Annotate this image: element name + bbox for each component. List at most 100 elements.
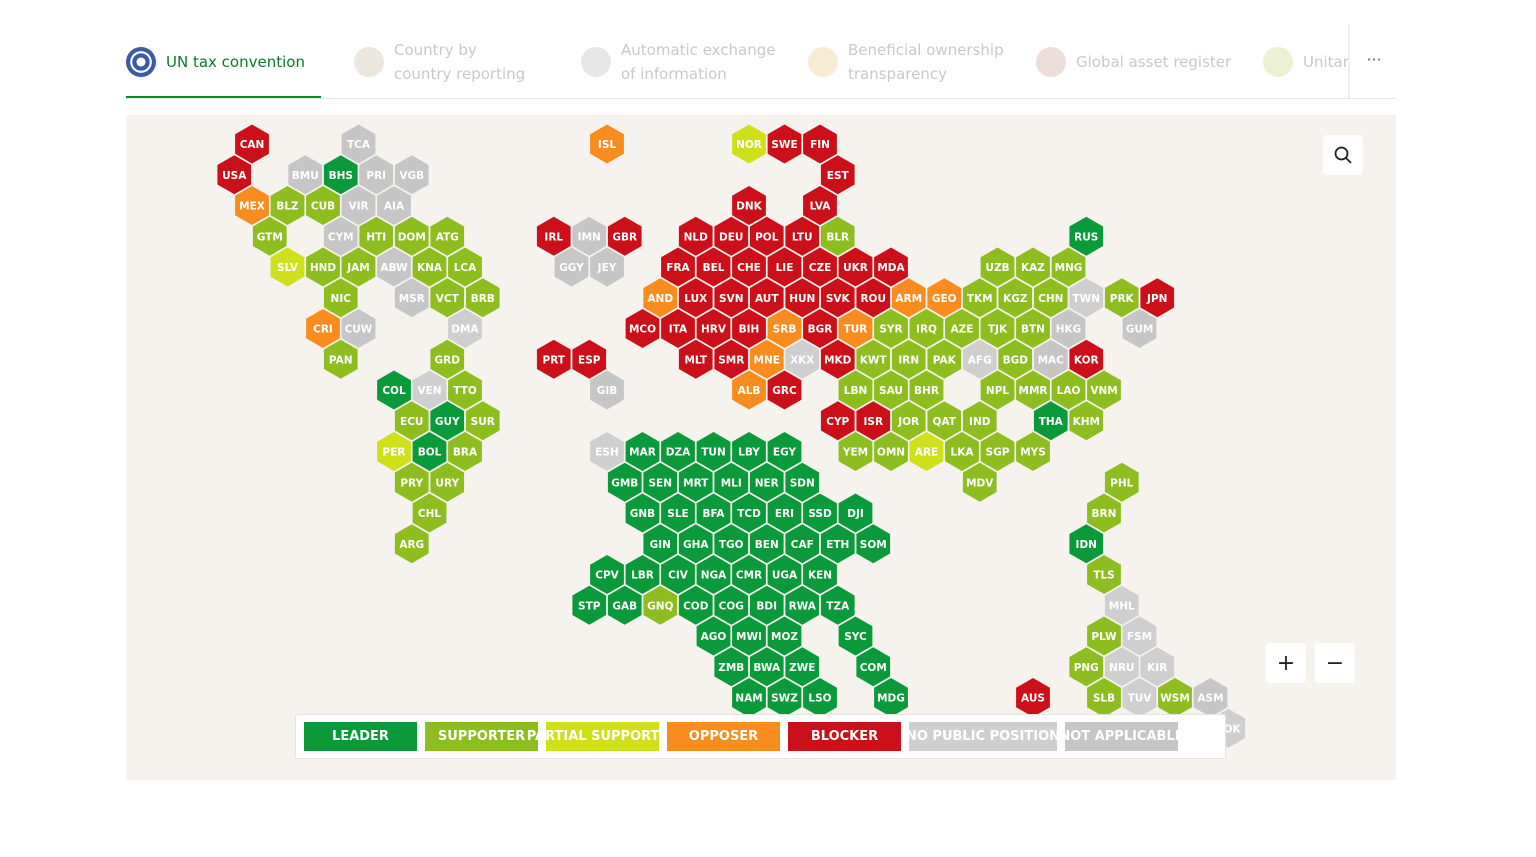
country-hex[interactable]: CZE xyxy=(803,247,837,287)
country-hex[interactable]: MLT xyxy=(678,339,713,379)
country-hex[interactable]: COL xyxy=(377,370,411,410)
country-hex[interactable]: UKR xyxy=(838,247,873,287)
legend-item[interactable]: LEADER xyxy=(304,722,417,751)
country-hex[interactable]: ALB xyxy=(732,370,766,410)
country-hex[interactable]: BRB xyxy=(465,278,500,318)
country-hex[interactable]: FIN xyxy=(803,124,837,164)
country-hex[interactable]: IRL xyxy=(536,216,571,256)
country-hex[interactable]: MEX xyxy=(235,186,269,225)
country-hex[interactable]: RUS xyxy=(1069,216,1104,256)
country-hex[interactable]: IND xyxy=(962,401,997,441)
tab[interactable]: Beneficial ownership transparency xyxy=(808,25,1008,98)
country-hex[interactable]: CAN xyxy=(235,124,269,164)
country-hex[interactable]: EST xyxy=(820,155,855,195)
country-hex[interactable]: UGA xyxy=(767,555,802,594)
country-hex[interactable]: CRI xyxy=(306,309,340,348)
country-hex[interactable]: TTO xyxy=(448,370,482,410)
country-hex[interactable]: GEO xyxy=(927,278,962,318)
country-hex[interactable]: CYP xyxy=(820,401,855,441)
country-hex[interactable]: AUS xyxy=(1016,678,1050,717)
country-hex[interactable]: TGO xyxy=(714,524,749,564)
country-hex[interactable]: HTI xyxy=(359,216,394,256)
country-hex[interactable]: BRA xyxy=(448,432,482,471)
country-hex[interactable]: SVK xyxy=(820,278,855,318)
country-hex[interactable]: SGP xyxy=(980,432,1015,471)
country-hex[interactable]: OMN xyxy=(874,432,908,471)
country-hex[interactable]: DEU xyxy=(714,216,749,256)
country-hex[interactable]: GUM xyxy=(1122,309,1157,348)
country-hex[interactable]: GTM xyxy=(252,216,287,256)
country-hex[interactable]: SWE xyxy=(767,124,802,164)
search-button[interactable] xyxy=(1323,135,1363,175)
country-hex[interactable]: CMR xyxy=(732,555,766,594)
country-hex[interactable]: MYS xyxy=(1016,432,1050,471)
country-hex[interactable]: VNM xyxy=(1087,370,1121,410)
country-hex[interactable]: LTU xyxy=(785,216,820,256)
country-hex[interactable]: BHS xyxy=(323,155,358,195)
country-hex[interactable]: BEN xyxy=(749,524,784,564)
country-hex[interactable]: ABW xyxy=(377,247,411,287)
country-hex[interactable]: PAN xyxy=(323,339,358,379)
country-hex[interactable]: SLE xyxy=(661,493,695,533)
country-hex[interactable]: GRD xyxy=(430,339,465,379)
country-hex[interactable]: MAC xyxy=(1033,339,1068,379)
country-hex[interactable]: MLI xyxy=(714,462,749,502)
country-hex[interactable]: IMN xyxy=(572,216,607,256)
country-hex[interactable]: PLW xyxy=(1087,616,1121,656)
country-hex[interactable]: ZMB xyxy=(714,647,749,687)
country-hex[interactable]: SEN xyxy=(643,462,678,502)
country-hex[interactable]: TZA xyxy=(820,585,855,625)
country-hex[interactable]: ARG xyxy=(394,524,429,564)
country-hex[interactable]: AFG xyxy=(962,339,997,379)
country-hex[interactable]: MCO xyxy=(625,309,660,348)
country-hex[interactable]: TJK xyxy=(980,309,1015,348)
country-hex[interactable]: AIA xyxy=(377,186,411,225)
country-hex[interactable]: TLS xyxy=(1087,555,1121,594)
country-hex[interactable]: NRU xyxy=(1104,647,1139,687)
country-hex[interactable]: HKG xyxy=(1051,309,1086,348)
country-hex[interactable]: MAR xyxy=(625,432,660,471)
country-hex[interactable]: GMB xyxy=(607,462,642,502)
country-hex[interactable]: PRK xyxy=(1104,278,1139,318)
country-hex[interactable]: GGY xyxy=(554,247,589,287)
country-hex[interactable]: STP xyxy=(572,585,607,625)
more-button[interactable]: ··· xyxy=(1348,25,1398,98)
country-hex[interactable]: HND xyxy=(306,247,340,287)
tab[interactable]: UN tax convention xyxy=(126,25,306,98)
country-hex[interactable]: CHN xyxy=(1033,278,1068,318)
country-hex[interactable]: PHL xyxy=(1104,462,1139,502)
country-hex[interactable]: IDN xyxy=(1069,524,1104,564)
country-hex[interactable]: NPL xyxy=(980,370,1015,410)
country-hex[interactable]: BHR xyxy=(909,370,944,410)
country-hex[interactable]: DZA xyxy=(661,432,695,471)
country-hex[interactable]: PAK xyxy=(927,339,962,379)
country-hex[interactable]: SLV xyxy=(270,247,305,287)
country-hex[interactable]: CUW xyxy=(341,309,376,348)
country-hex[interactable]: KWT xyxy=(856,339,891,379)
country-hex[interactable]: BMU xyxy=(288,155,323,195)
country-hex[interactable]: HUN xyxy=(785,278,820,318)
country-hex[interactable]: XKX xyxy=(785,339,820,379)
country-hex[interactable]: KGZ xyxy=(998,278,1033,318)
country-hex[interactable]: LAO xyxy=(1051,370,1086,410)
country-hex[interactable]: TCD xyxy=(732,493,766,533)
legend-item[interactable]: SUPPORTER xyxy=(425,722,538,751)
country-hex[interactable]: GIB xyxy=(590,370,624,410)
country-hex[interactable]: BTN xyxy=(1016,309,1050,348)
country-hex[interactable]: CHE xyxy=(732,247,766,287)
country-hex[interactable]: CUB xyxy=(306,186,340,225)
country-hex[interactable]: AGO xyxy=(696,616,731,656)
country-hex[interactable]: LVA xyxy=(803,186,837,225)
country-hex[interactable]: COM xyxy=(856,647,891,687)
country-hex[interactable]: THA xyxy=(1033,401,1068,441)
country-hex[interactable]: LKA xyxy=(945,432,979,471)
country-hex[interactable]: SYC xyxy=(838,616,873,656)
country-hex[interactable]: TWN xyxy=(1069,278,1104,318)
country-hex[interactable]: AUT xyxy=(749,278,784,318)
country-hex[interactable]: LIE xyxy=(767,247,802,287)
country-hex[interactable]: BDI xyxy=(749,585,784,625)
country-hex[interactable]: SYR xyxy=(874,309,908,348)
country-hex[interactable]: SUR xyxy=(465,401,500,441)
country-hex[interactable]: MWI xyxy=(732,616,766,656)
country-hex[interactable]: ECU xyxy=(394,401,429,441)
